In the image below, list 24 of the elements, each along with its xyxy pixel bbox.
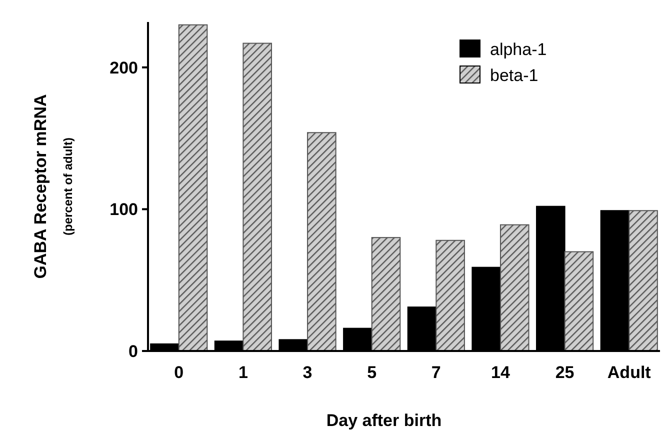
x-tick-label: 25 — [555, 363, 574, 382]
legend-label: beta-1 — [490, 66, 538, 85]
legend-label: alpha-1 — [490, 40, 547, 59]
bar — [178, 24, 208, 352]
bar — [500, 224, 530, 352]
bar — [371, 237, 401, 352]
x-tick-label: 0 — [174, 363, 184, 382]
x-axis-title: Day after birth — [326, 411, 442, 430]
text: (percent of adult) — [61, 138, 75, 236]
y-axis-title: GABA Receptor mRNA — [31, 94, 50, 279]
bar — [628, 210, 658, 352]
bar — [436, 240, 465, 352]
y-tick-label: 200 — [110, 58, 138, 78]
bar — [242, 42, 272, 352]
x-tick-label: 7 — [431, 363, 441, 382]
y-tick-label: 100 — [110, 200, 138, 220]
x-tick-label: 14 — [491, 363, 510, 382]
bar — [564, 251, 594, 352]
x-tick-label: 1 — [238, 363, 248, 382]
bar — [307, 132, 336, 352]
x-tick-label: 5 — [367, 363, 377, 382]
y-tick-label: 0 — [128, 342, 138, 361]
x-tick-label: Adult — [607, 363, 652, 382]
x-tick-label: 3 — [302, 363, 312, 382]
